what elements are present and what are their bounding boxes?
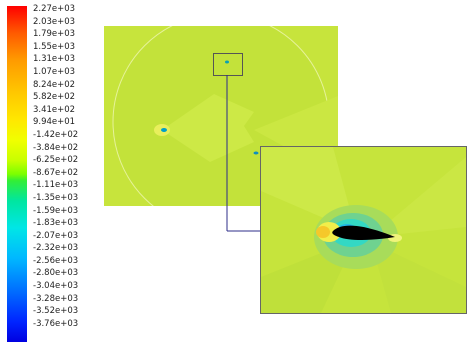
colorbar-tick: -6.25e+02 — [33, 155, 79, 166]
colorbar-tick: -1.59e+03 — [33, 205, 79, 216]
colorbar-tick: 9.94e+01 — [33, 117, 76, 128]
airfoil-shape — [332, 225, 395, 240]
colorbar-tick: 5.82e+02 — [33, 92, 76, 103]
colorbar-tick: 1.31e+03 — [33, 54, 76, 65]
inset-contour-graphic — [261, 147, 466, 313]
main-contour-plot — [104, 26, 338, 206]
colorbar-tick-labels: 2.27e+03 2.03e+03 1.79e+03 1.55e+03 1.31… — [33, 3, 78, 330]
colorbar-gradient — [7, 6, 27, 342]
stagnation-core — [316, 226, 330, 238]
colorbar-tick: 8.24e+02 — [33, 79, 76, 90]
colorbar-tick: -3.04e+03 — [33, 281, 79, 292]
colorbar-tick: -2.32e+03 — [33, 243, 79, 254]
colorbar-tick: -1.11e+03 — [33, 180, 79, 191]
colorbar-tick: -8.67e+02 — [33, 167, 79, 178]
colorbar-tick: 2.27e+03 — [33, 4, 76, 14]
colorbar-tick: -3.84e+02 — [33, 142, 79, 153]
colorbar-tick: -3.52e+03 — [33, 306, 79, 317]
colorbar-tick: -3.76e+03 — [33, 318, 79, 329]
colorbar-tick: -2.56e+03 — [33, 255, 79, 266]
body-core — [161, 128, 167, 132]
main-contour-graphic — [104, 26, 338, 206]
colorbar-tick: 3.41e+02 — [33, 104, 76, 115]
colorbar-tick: -1.83e+03 — [33, 218, 79, 229]
colorbar-tick: -3.28e+03 — [33, 293, 79, 304]
pressure-wedge — [162, 94, 254, 162]
colorbar-tick: 1.79e+03 — [33, 29, 76, 40]
probe-point — [225, 60, 229, 64]
colorbar-tick: -1.35e+03 — [33, 192, 79, 203]
airfoil-marker — [253, 151, 259, 155]
colorbar-tick: 2.03e+03 — [33, 16, 76, 27]
lower-right-band — [371, 242, 466, 313]
colorbar-tick: -2.80e+03 — [33, 268, 79, 279]
colorbar-tick: -1.42e+02 — [33, 129, 79, 140]
zoom-region-box — [213, 53, 243, 76]
zoomed-contour-plot — [260, 146, 467, 314]
colorbar-tick: -2.07e+03 — [33, 230, 79, 241]
colorbar-tick: 1.55e+03 — [33, 41, 76, 52]
upper-right-band — [371, 157, 466, 237]
colorbar-tick: 1.07e+03 — [33, 66, 76, 77]
